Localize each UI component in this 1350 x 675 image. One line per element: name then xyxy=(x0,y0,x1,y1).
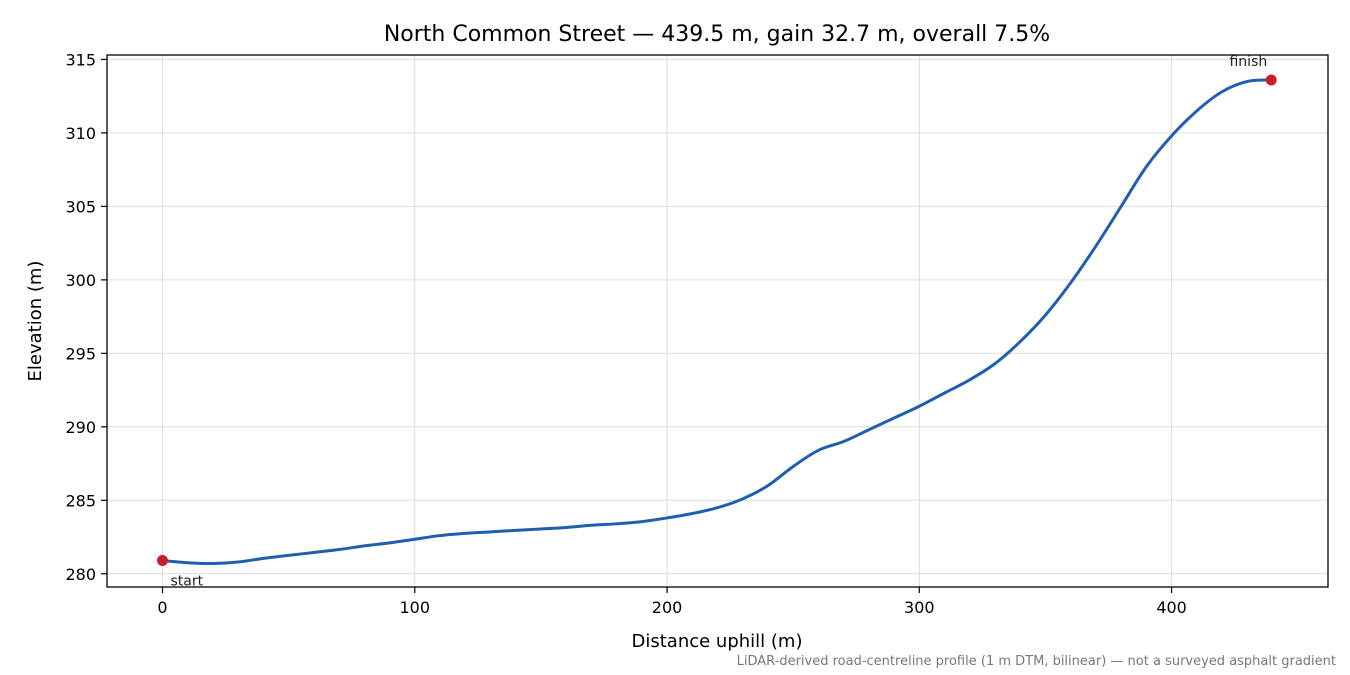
plot-frame xyxy=(106,54,1329,588)
start-annotation: start xyxy=(171,574,204,590)
footnote: LiDAR-derived road-centreline profile (1… xyxy=(737,654,1336,669)
start-marker xyxy=(157,555,168,567)
chart-title: North Common Street — 439.5 m, gain 32.7… xyxy=(384,22,1050,47)
finish-marker xyxy=(1265,74,1277,86)
y-tick-label: 300 xyxy=(65,271,96,290)
finish-annotation: finish xyxy=(1229,54,1267,70)
axis-ticks: 0 100 200 300 400 280 285 290 295 300 305 310 315 xyxy=(65,50,1186,617)
y-tick-label: 280 xyxy=(65,565,96,584)
x-tick-label: 400 xyxy=(1156,598,1187,617)
y-axis-label: Elevation (m) xyxy=(25,261,46,382)
grid xyxy=(107,55,1328,587)
y-tick-label: 290 xyxy=(65,418,96,437)
x-tick-label: 200 xyxy=(652,598,683,617)
y-tick-label: 315 xyxy=(65,50,96,69)
x-tick-label: 300 xyxy=(904,598,935,617)
y-tick-label: 285 xyxy=(65,491,96,510)
x-tick-label: 0 xyxy=(157,598,167,617)
x-axis-label: Distance uphill (m) xyxy=(632,631,803,652)
y-tick-label: 295 xyxy=(65,344,96,363)
y-tick-label: 310 xyxy=(65,124,96,143)
x-tick-label: 100 xyxy=(399,598,430,617)
y-tick-label: 305 xyxy=(65,197,96,216)
elevation-profile-line xyxy=(161,78,1273,566)
